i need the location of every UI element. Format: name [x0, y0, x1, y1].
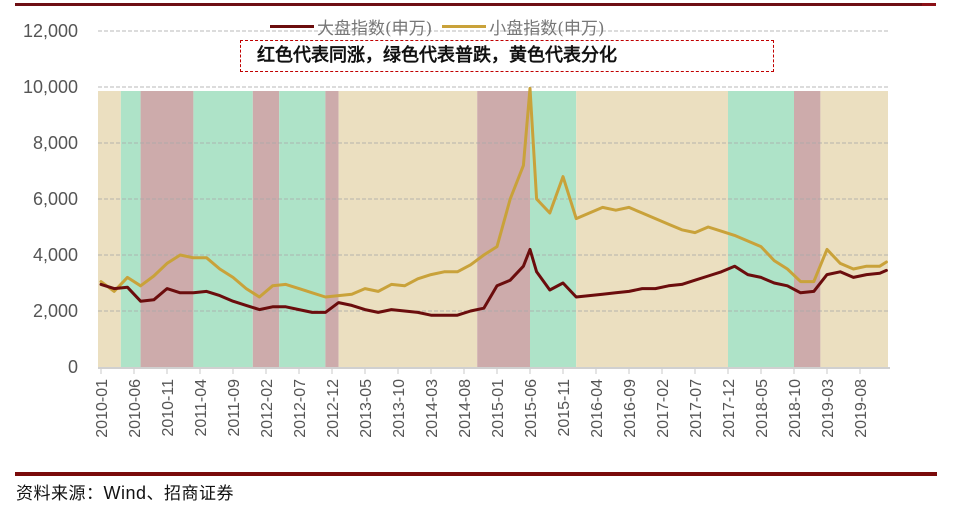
- y-tick-label: 10,000: [23, 77, 78, 97]
- x-tick-label: 2019-03: [820, 379, 837, 438]
- chart: 0 2,000 4,000 6,000 8,000 10,000 12,000 2010-0…: [23, 21, 890, 438]
- x-tick-label: 2014-08: [457, 379, 474, 438]
- large-cap-line: [99, 247, 888, 317]
- region-yellow: [820, 91, 888, 367]
- top-rule-accent: [922, 3, 936, 6]
- annotation-box: 红色代表同涨，绿色代表普跌，黄色代表分化: [240, 40, 774, 72]
- x-tick-label: 2018-05: [754, 379, 771, 438]
- top-rule: [15, 3, 925, 6]
- y-tick-label: 8,000: [33, 133, 78, 153]
- region-green: [279, 91, 326, 367]
- x-tick-label: 2017-02: [655, 379, 672, 438]
- source-note: 资料来源：Wind、招商证券: [16, 479, 234, 504]
- y-tick-label: 4,000: [33, 245, 78, 265]
- x-axis: 2010-01 2010-06 2010-11 2011-04 2011-09 2012-…: [94, 369, 870, 438]
- region-red: [252, 91, 280, 367]
- x-tick-label: 2013-10: [391, 379, 408, 438]
- x-tick-label: 2012-12: [325, 379, 342, 438]
- x-tick-label: 2012-02: [259, 379, 276, 438]
- legend-swatch-large-cap: [270, 25, 314, 28]
- region-yellow: [338, 91, 478, 367]
- background-regions: [98, 91, 888, 367]
- x-tick-label: 2015-06: [523, 379, 540, 438]
- region-green: [530, 91, 577, 367]
- x-tick-label: 2011-09: [226, 379, 243, 437]
- series-lines: [99, 86, 888, 317]
- gridlines: [98, 30, 890, 369]
- x-tick-label: 2010-06: [127, 379, 144, 438]
- x-tick-label: 2017-07: [688, 379, 705, 438]
- x-tick-label: 2016-09: [622, 379, 639, 438]
- region-red: [477, 91, 530, 367]
- bottom-rule: [15, 472, 937, 476]
- region-red: [794, 91, 821, 367]
- x-tick-label: 2016-04: [589, 379, 606, 438]
- region-green: [120, 91, 141, 367]
- x-tick-label: 2015-11: [556, 379, 573, 437]
- x-tick-label: 2014-03: [424, 379, 441, 438]
- x-tick-label: 2013-05: [358, 379, 375, 438]
- legend-label-large-cap: 大盘指数(申万): [317, 19, 433, 39]
- y-axis: 0 2,000 4,000 6,000 8,000 10,000 12,000: [23, 21, 78, 377]
- region-red: [325, 91, 339, 367]
- y-tick-label: 6,000: [33, 189, 78, 209]
- x-tick-label: 2011-04: [193, 379, 210, 437]
- region-red: [140, 91, 194, 367]
- source-suffix: 、招商证券: [146, 484, 235, 504]
- x-tick-label: 2010-11: [160, 379, 177, 437]
- x-tick-label: 2017-12: [721, 379, 738, 438]
- y-tick-label: 12,000: [23, 21, 78, 41]
- region-green: [728, 91, 794, 367]
- x-tick-label: 2010-01: [94, 379, 111, 438]
- source-wind: Wind: [103, 483, 147, 503]
- y-tick-label: 2,000: [33, 301, 78, 321]
- legend-label-small-cap: 小盘指数(申万): [489, 19, 605, 39]
- region-green: [193, 91, 253, 367]
- legend: 大盘指数(申万) 小盘指数(申万): [270, 14, 615, 39]
- small-cap-line: [99, 86, 888, 299]
- legend-item-small-cap: 小盘指数(申万): [442, 14, 605, 39]
- x-tick-label: 2015-01: [490, 379, 507, 438]
- x-tick-label: 2012-07: [292, 379, 309, 438]
- legend-item-large-cap: 大盘指数(申万): [270, 14, 432, 39]
- x-tick-label: 2018-10: [787, 379, 804, 438]
- annotation-text: 红色代表同涨，绿色代表普跌，黄色代表分化: [257, 45, 617, 66]
- legend-swatch-small-cap: [442, 25, 487, 28]
- source-prefix: 资料来源：: [16, 484, 104, 504]
- y-tick-label: 0: [68, 357, 78, 377]
- x-tick-label: 2019-08: [853, 379, 870, 438]
- region-yellow: [98, 91, 121, 367]
